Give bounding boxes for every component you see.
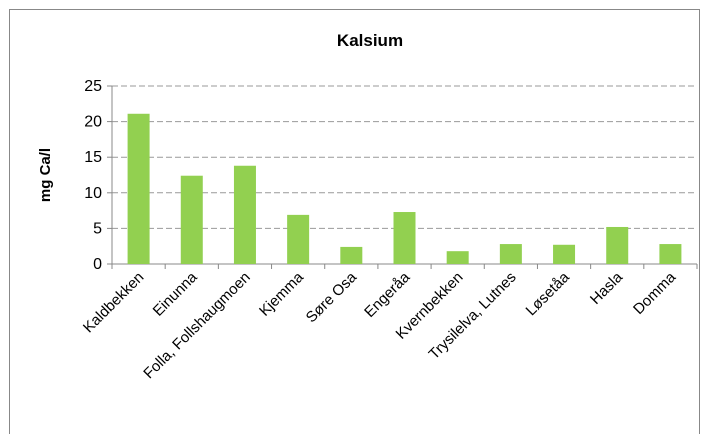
bar	[393, 212, 416, 264]
bar	[180, 175, 203, 264]
chart-frame	[9, 9, 700, 439]
y-tick-label: 0	[93, 256, 102, 273]
bar	[446, 251, 469, 264]
bar	[499, 244, 522, 264]
bar	[287, 214, 310, 264]
y-tick-label: 25	[84, 78, 102, 95]
y-axis-label: mg Ca/l	[37, 148, 54, 202]
bar	[659, 244, 682, 264]
bar	[127, 113, 150, 264]
y-tick-label: 20	[84, 114, 102, 131]
bar	[606, 226, 629, 264]
bar	[553, 244, 576, 264]
y-tick-label: 15	[84, 149, 102, 166]
y-tick-label: 5	[93, 220, 102, 237]
bar	[233, 165, 256, 264]
chart-title: Kalsium	[337, 31, 403, 50]
bar	[340, 246, 363, 264]
y-tick-label: 10	[84, 185, 102, 202]
